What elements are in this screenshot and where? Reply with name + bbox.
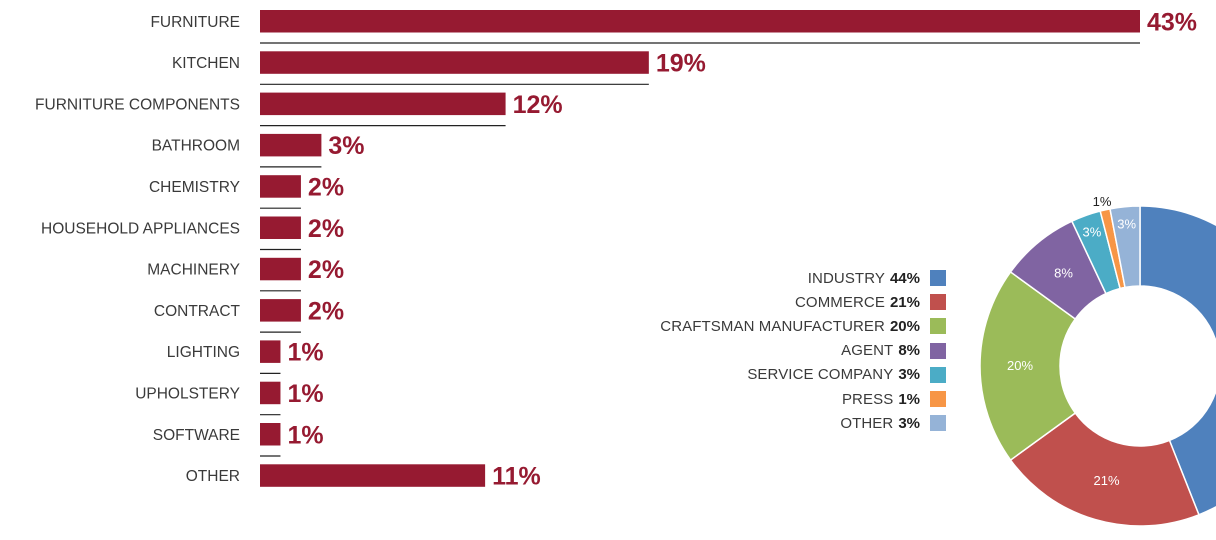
legend-swatch [930,270,946,287]
legend-percent: 44% [889,269,920,287]
category-label: OTHER [186,468,240,485]
bar-group: LIGHTING 1% [167,339,324,374]
bar-group: OTHER 11% [186,463,541,491]
donut-legend: INDUSTRY 44% COMMERCE 21% CRAFTSMAN MANUFACT… [446,266,946,435]
legend-percent: 3% [898,414,920,432]
legend-swatch [930,318,946,335]
bar [260,381,281,405]
category-label: SOFTWARE [153,427,240,444]
legend-swatch [930,415,946,432]
legend-label: INDUSTRY [807,269,885,287]
bar [260,423,281,446]
bar [260,257,301,281]
bar-group: UPHOLSTERY 1% [135,380,324,416]
bar [260,340,281,363]
slice-label: 21% [1094,473,1120,488]
legend-item: INDUSTRY 44% [446,266,946,290]
bar [260,51,649,74]
bar-group: SOFTWARE 1% [153,421,324,457]
legend-label: AGENT [841,342,894,360]
value-label: 1% [287,421,323,449]
bar-group: CHEMISTRY 2% [149,173,344,209]
legend-percent: 20% [889,317,920,335]
legend-item: OTHER 3% [446,411,946,435]
slice-label: 20% [1007,358,1033,373]
slice-label: 3% [1083,224,1102,239]
bar [260,133,322,157]
bar [260,216,301,239]
value-label: 12% [513,91,563,119]
bar-group: BATHROOM 3% [152,132,365,168]
legend-swatch [930,391,946,408]
legend-swatch [930,294,946,311]
legend-item: CRAFTSMAN MANUFACTURER 20% [446,314,946,338]
legend-label: CRAFTSMAN MANUFACTURER [660,317,885,335]
legend-percent: 3% [898,366,920,384]
category-label: UPHOLSTERY [135,385,240,402]
value-label: 1% [287,339,323,367]
slice-label: 3% [1117,217,1136,232]
value-label: 19% [656,50,706,78]
value-label: 2% [308,215,344,243]
legend-percent: 8% [898,342,920,360]
donut-slice [1139,205,1216,516]
bar [260,10,1140,33]
bar [260,175,301,198]
category-label: FURNITURE [150,14,240,31]
value-label: 2% [308,256,344,284]
category-label: BATHROOM [152,138,240,155]
legend-item: SERVICE COMPANY 3% [446,363,946,387]
donut-slice [1009,411,1200,527]
legend-item: AGENT 8% [446,339,946,363]
legend-swatch [930,342,946,359]
legend-label: SERVICE COMPANY [747,366,894,384]
legend-item: COMMERCE 21% [446,290,946,314]
legend-percent: 21% [889,293,920,311]
donut-slice [1109,205,1141,289]
category-label: CONTRACT [154,303,241,320]
category-label: MACHINERY [147,262,240,279]
bar-group: KITCHEN 19% [172,50,706,85]
legend-label: PRESS [841,390,894,408]
bar [260,299,301,322]
value-label: 3% [328,132,364,160]
slice-label: 1% [1093,194,1112,209]
legend-swatch [930,366,946,383]
value-label: 11% [492,463,541,491]
bar-group: FURNITURE COMPONENTS 12% [35,91,563,127]
bar-group: CONTRACT 2% [154,297,344,333]
value-label: 1% [287,380,323,408]
legend-item: PRESS 1% [446,387,946,411]
legend-percent: 1% [898,390,920,408]
value-label: 43% [1147,8,1197,36]
legend-label: COMMERCE [795,293,885,311]
category-label: HOUSEHOLD APPLIANCES [41,220,240,237]
legend-label: OTHER [840,414,894,432]
category-label: FURNITURE COMPONENTS [35,96,240,113]
category-label: LIGHTING [167,344,240,361]
donut-slice [979,270,1077,462]
bar-group: HOUSEHOLD APPLIANCES 2% [41,215,344,251]
category-label: CHEMISTRY [149,179,240,196]
value-label: 2% [308,173,344,201]
bar-group: FURNITURE 43% [150,8,1197,44]
category-label: KITCHEN [172,55,240,72]
slice-label: 8% [1054,266,1073,281]
bar [260,92,506,116]
value-label: 2% [308,297,344,325]
bar [260,464,486,487]
bar-group: MACHINERY 2% [147,256,344,292]
